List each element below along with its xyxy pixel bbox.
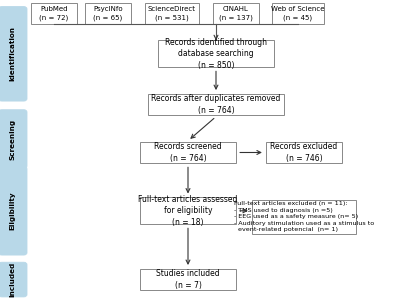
Text: Included: Included	[10, 262, 16, 297]
Bar	[140, 142, 236, 163]
FancyBboxPatch shape	[0, 167, 27, 255]
Bar	[140, 269, 236, 290]
FancyBboxPatch shape	[0, 262, 27, 297]
Text: Records after duplicates removed
(n = 764): Records after duplicates removed (n = 76…	[151, 94, 281, 115]
Bar	[158, 40, 274, 67]
Bar	[145, 3, 199, 24]
Bar	[85, 3, 131, 24]
Text: Records screened
(n = 764): Records screened (n = 764)	[154, 142, 222, 163]
Text: Identification: Identification	[10, 26, 16, 81]
Text: Full-text articles assessed
for eligibility
(n = 18): Full-text articles assessed for eligibil…	[138, 195, 238, 227]
Bar	[148, 94, 284, 115]
Bar	[140, 197, 236, 224]
Text: Screening: Screening	[10, 118, 16, 160]
Text: Eligibility: Eligibility	[10, 191, 16, 230]
Text: PubMed
(n = 72): PubMed (n = 72)	[39, 6, 69, 21]
Text: Web of Science
(n = 45): Web of Science (n = 45)	[271, 6, 325, 21]
Bar	[213, 3, 259, 24]
Bar	[272, 3, 324, 24]
Bar	[266, 142, 342, 163]
Text: CINAHL
(n = 137): CINAHL (n = 137)	[219, 6, 253, 21]
FancyBboxPatch shape	[0, 110, 27, 168]
Text: ScienceDirect
(n = 531): ScienceDirect (n = 531)	[148, 6, 196, 21]
Text: Studies included
(n = 7): Studies included (n = 7)	[156, 269, 220, 290]
Text: PsycINfo
(n = 65): PsycINfo (n = 65)	[93, 6, 123, 21]
Text: Records excluded
(n = 746): Records excluded (n = 746)	[270, 142, 338, 163]
FancyBboxPatch shape	[0, 7, 27, 101]
Bar	[31, 3, 77, 24]
Text: Records identified through
database searching
(n = 850): Records identified through database sear…	[165, 38, 267, 70]
Bar	[252, 200, 356, 234]
Text: Full-text articles excluded (n = 11):
- TMS used to diagnosis (n =5)
- EEG used : Full-text articles excluded (n = 11): - …	[234, 202, 374, 232]
